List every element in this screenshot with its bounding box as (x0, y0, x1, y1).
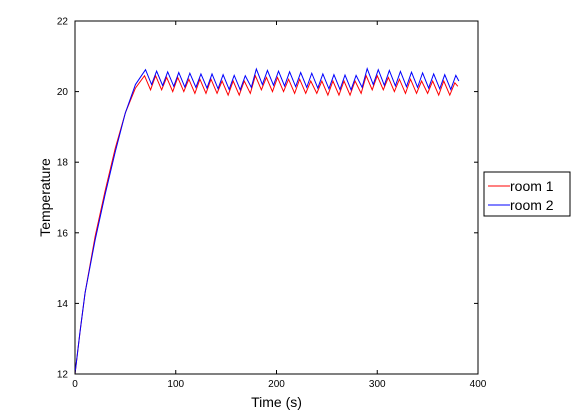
y-tick-label: 12 (57, 370, 69, 381)
x-tick-label: 0 (72, 379, 78, 390)
x-tick-label: 400 (470, 379, 487, 390)
series-line-1 (74, 74, 459, 375)
legend: room 1 room 2 (483, 171, 571, 217)
plot-area: 0 100 200 300 400 12 14 16 18 20 22 (57, 17, 487, 391)
y-tick-label: 14 (57, 299, 69, 310)
y-tick-label: 22 (57, 17, 69, 28)
y-tick-label: 20 (57, 87, 69, 98)
legend-label-2: room 2 (510, 197, 554, 213)
legend-items: room 1 room 2 (488, 178, 554, 213)
legend-label-1: room 1 (510, 178, 554, 194)
legend-box (483, 171, 571, 217)
x-axis-label: Time (s) (251, 394, 302, 410)
y-axis-label: Temperature (37, 158, 53, 237)
x-tick-label: 200 (268, 379, 285, 390)
y-tick-label: 16 (57, 228, 69, 239)
y-tick-label: 18 (57, 158, 69, 169)
x-tick-label: 100 (167, 379, 184, 390)
y-axis-ticks: 12 14 16 18 20 22 (57, 17, 478, 381)
x-tick-label: 300 (369, 379, 386, 390)
plot-frame (74, 20, 479, 375)
series-layer (74, 67, 460, 375)
x-axis-ticks: 0 100 200 300 400 (72, 21, 487, 390)
series-line-2 (74, 67, 460, 375)
